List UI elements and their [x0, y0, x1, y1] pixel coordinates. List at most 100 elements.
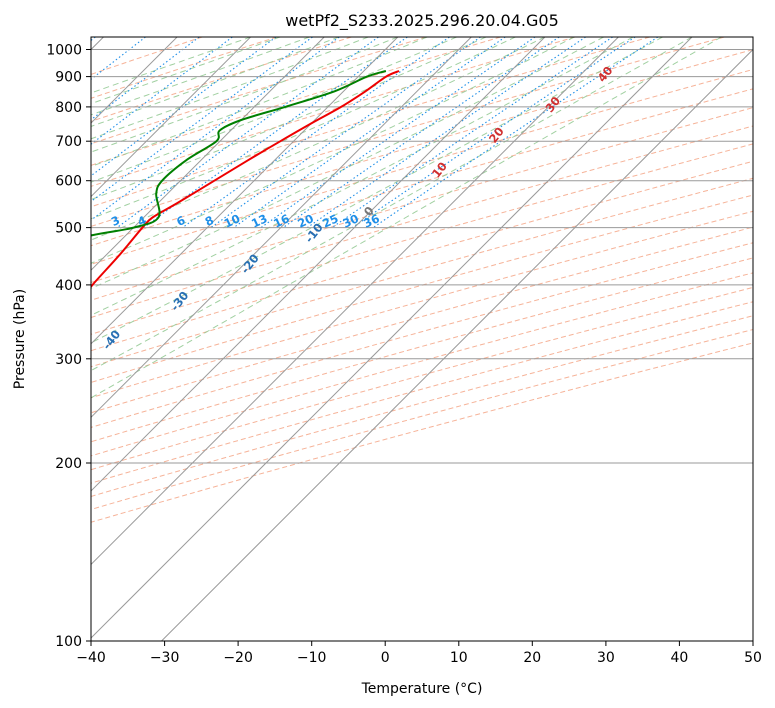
temperature-profile-line [91, 70, 400, 289]
dry-adiabat-line [91, 37, 725, 227]
dry-adiabat-line [91, 257, 753, 443]
moist-adiabat-line [91, 37, 310, 116]
mixing-ratio-line [91, 37, 146, 80]
moist-adiabat-label: 30 [542, 94, 563, 115]
mixing-ratio-label: 25 [320, 211, 340, 230]
profile-series [91, 70, 400, 289]
dry-adiabat-line [91, 226, 753, 414]
y-tick-label: 1000 [46, 43, 82, 59]
x-tick-label: −20 [223, 650, 253, 666]
moist-adiabat-line [91, 37, 369, 140]
mixing-ratio-line [352, 37, 636, 229]
dry-adiabat-line [91, 125, 753, 319]
moist-adiabat-line [91, 37, 546, 241]
y-tick-label: 900 [55, 70, 82, 86]
dry-adiabat-line [91, 37, 501, 166]
y-axis-label: Pressure (hPa) [12, 289, 28, 389]
mixing-ratio-label: 36 [361, 211, 381, 230]
dry-adiabat-line [91, 37, 576, 187]
mixing-ratio-line [306, 37, 586, 229]
isotherm-line [91, 37, 399, 345]
x-tick-label: 0 [381, 650, 390, 666]
mixing-ratio-line [116, 37, 379, 229]
dry-adiabat-line [91, 286, 753, 471]
mixing-ratio-label: 1 [14, 213, 27, 229]
moist-adiabat-line [91, 37, 634, 316]
dry-adiabat-line [91, 68, 753, 265]
mixing-ratio-line [182, 37, 450, 229]
moist-adiabat-line [91, 37, 281, 105]
x-axis-label: Temperature (°C) [361, 681, 483, 697]
moist-adiabat-line [91, 37, 604, 290]
mixing-ratio-line [91, 37, 96, 42]
moist-adiabat-line [91, 37, 575, 264]
plot-frame [90, 36, 754, 642]
mixing-ratio-label: 30 [340, 211, 360, 230]
dry-adiabat-line [91, 177, 753, 368]
mixing-ratio-line [91, 37, 340, 221]
moist-adiabat-line [91, 37, 722, 399]
y-tick-label: 400 [55, 278, 82, 294]
x-axis-ticks: −40 −30 −20 −10 0 10 20 30 40 50 [76, 641, 762, 666]
mixing-ratio-label: 20 [295, 211, 315, 230]
x-tick-label: −30 [150, 650, 180, 666]
y-tick-label: 700 [55, 134, 82, 150]
dry-adiabat-line [91, 315, 753, 498]
y-tick-label: 200 [55, 456, 82, 472]
dry-adiabat-line [91, 37, 277, 99]
y-tick-label: 800 [55, 100, 82, 116]
isotherm-line [91, 37, 693, 639]
x-tick-label: −40 [76, 650, 106, 666]
mixing-ratio-line [91, 37, 200, 121]
mixing-ratio-line [210, 37, 481, 229]
mixing-ratio-line [331, 37, 613, 229]
mixing-ratio-line [260, 37, 536, 229]
isotherm-line [161, 48, 753, 641]
moist-adiabat-line [91, 37, 663, 344]
mixing-ratio-label: 13 [249, 211, 269, 230]
y-axis-ticks: 100 200 300 400 500 600 700 800 900 1000 [46, 43, 91, 650]
x-tick-label: −10 [297, 650, 327, 666]
y-tick-label: 500 [55, 221, 82, 237]
mixing-ratio-label: 10 [222, 211, 242, 230]
dry-adiabat-line [91, 329, 753, 511]
dewpoint-profile-line [91, 70, 387, 237]
moist-adiabat-line [91, 37, 398, 153]
x-tick-label: 30 [597, 650, 615, 666]
dry-adiabat-line [91, 107, 753, 301]
dry-adiabats [91, 37, 753, 523]
x-tick-label: 40 [670, 650, 688, 666]
isotherm-line [91, 37, 251, 198]
x-tick-label: 10 [450, 650, 468, 666]
dry-adiabat-line [91, 88, 753, 283]
moist-adiabat-line [91, 37, 340, 127]
isobars [91, 49, 753, 641]
moist-adiabats [91, 37, 722, 399]
dry-adiabat-line [91, 37, 203, 75]
dry-adiabat-line [91, 242, 753, 428]
isotherm-line [91, 37, 472, 419]
dry-adiabat-line [91, 210, 753, 399]
moist-adiabat-line [91, 37, 428, 167]
x-tick-label: 20 [523, 650, 541, 666]
moist-adiabat-line [91, 37, 251, 94]
isotherm-line [91, 37, 546, 492]
y-tick-label: 600 [55, 174, 82, 190]
chart-title: wetPf2_S233.2025.296.20.04.G05 [285, 11, 559, 31]
y-tick-label: 300 [55, 352, 82, 368]
dry-adiabat-line [91, 37, 427, 145]
dry-adiabat-label: -20 [238, 251, 262, 276]
moist-adiabat-line [91, 37, 516, 220]
isotherms [91, 37, 753, 641]
x-tick-label: 50 [744, 650, 762, 666]
mixing-ratio-line [91, 37, 233, 145]
mixing-ratio-label: 3 [109, 213, 122, 229]
y-tick-label: 100 [55, 634, 82, 650]
isotherm-line [91, 37, 325, 271]
background-line-labels: 0.10.20.40.611.52346810131620253036-100-… [14, 64, 616, 353]
plot-area: 0.10.20.40.611.52346810131620253036-100-… [14, 37, 753, 641]
dry-adiabat-line [91, 37, 352, 122]
mixing-ratio-lines [91, 37, 659, 229]
mixing-ratio-label: 16 [271, 211, 291, 230]
